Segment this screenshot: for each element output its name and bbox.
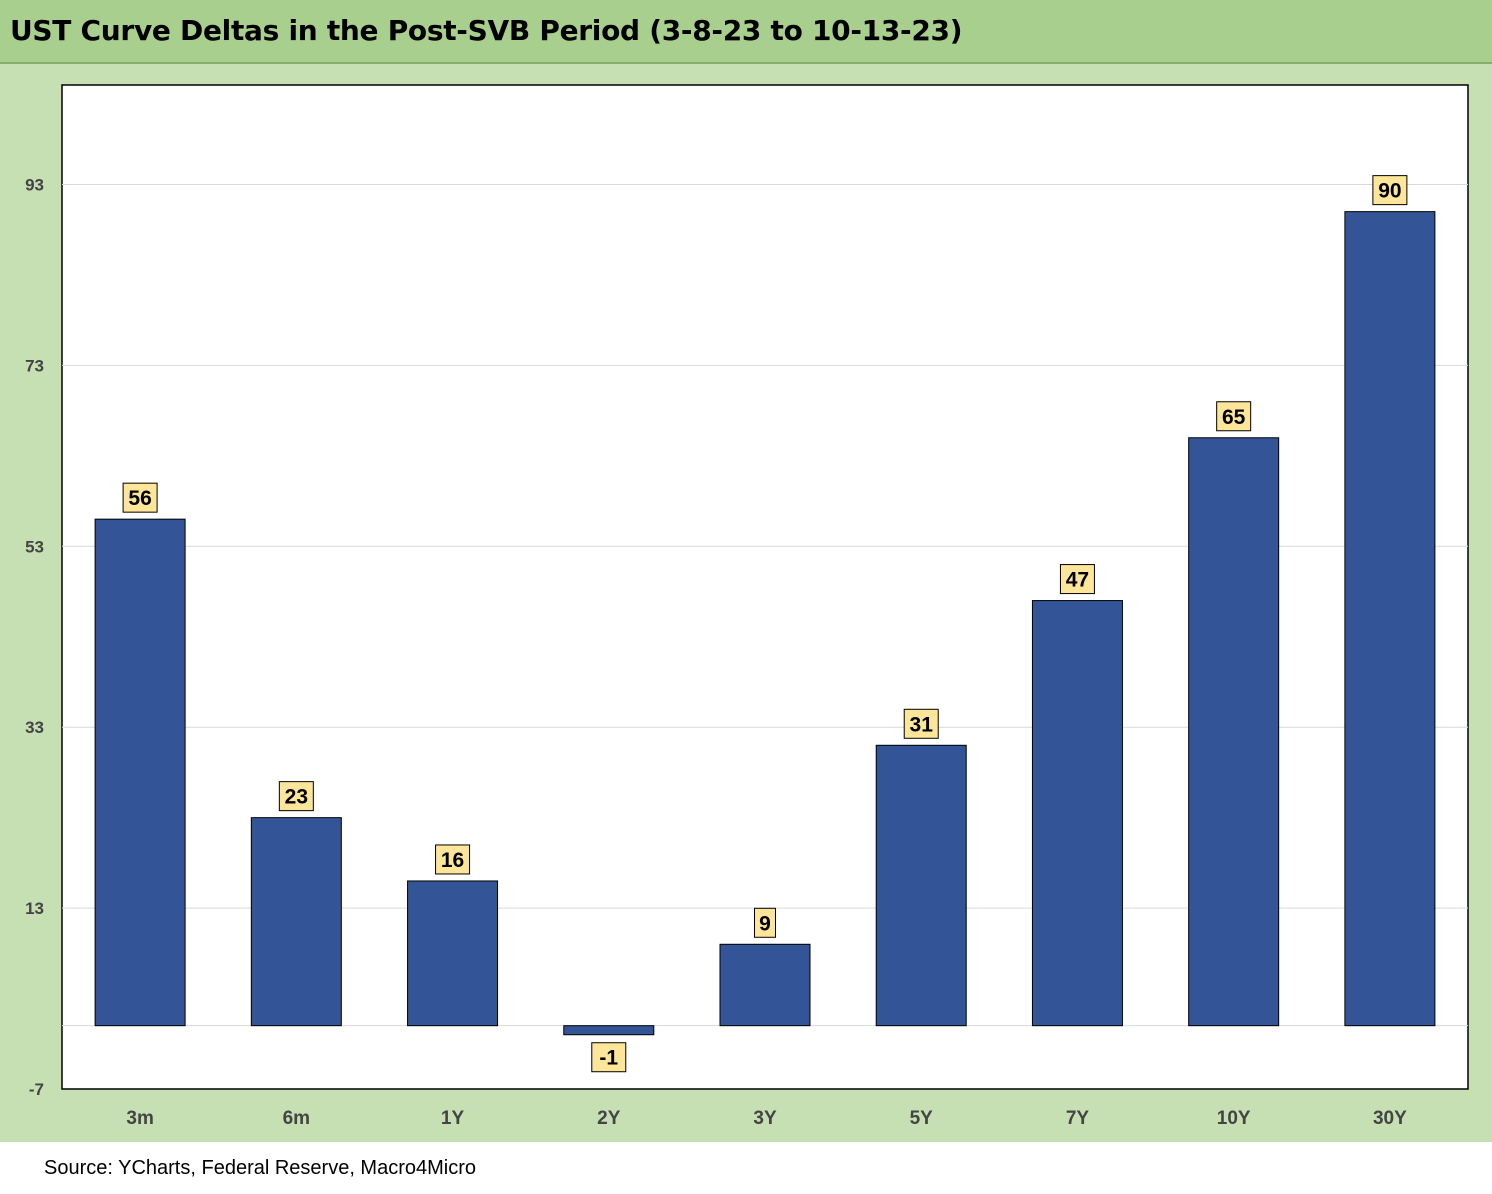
y-tick-label: 13: [25, 899, 44, 918]
bar: [407, 880, 499, 1027]
y-tick-label: 33: [25, 718, 44, 737]
x-tick-label: 30Y: [1373, 1108, 1407, 1129]
x-tick-label: 3Y: [753, 1108, 777, 1129]
data-label-box: [278, 781, 314, 812]
data-label: 9: [759, 912, 771, 935]
data-label: 16: [441, 849, 464, 872]
x-tick-label: 6m: [283, 1108, 310, 1129]
bar: [719, 943, 811, 1027]
x-tick-label: 3m: [126, 1108, 153, 1129]
y-tick-label: 53: [25, 537, 44, 556]
x-tick-label: 5Y: [910, 1108, 934, 1129]
data-label-box: [122, 482, 158, 513]
bar: [875, 744, 967, 1027]
data-label-box: [754, 907, 776, 938]
y-tick-label: -7: [29, 1080, 44, 1099]
bar: [250, 817, 342, 1027]
data-label-box: [591, 1042, 627, 1073]
bar: [563, 1025, 655, 1036]
data-label: 31: [910, 713, 934, 736]
bar: [1344, 211, 1436, 1027]
data-label-box: [1372, 175, 1408, 206]
data-label: 47: [1066, 569, 1089, 592]
data-label: -1: [599, 1047, 618, 1070]
chart-title: UST Curve Deltas in the Post-SVB Period …: [10, 14, 963, 47]
x-tick-label: 7Y: [1066, 1108, 1090, 1129]
data-label: 65: [1222, 406, 1246, 429]
data-label-box: [903, 708, 939, 739]
data-label-box: [1216, 401, 1252, 432]
x-tick-label: 10Y: [1217, 1108, 1251, 1129]
x-tick-label: 1Y: [441, 1108, 465, 1129]
data-label: 90: [1378, 180, 1401, 203]
data-label: 23: [285, 786, 308, 809]
y-tick-label: 93: [25, 175, 44, 194]
bar: [1188, 437, 1280, 1027]
title-bar: UST Curve Deltas in the Post-SVB Period …: [0, 0, 1492, 64]
data-label: 56: [128, 487, 151, 510]
x-tick-label: 2Y: [597, 1108, 621, 1129]
y-tick-label: 73: [25, 356, 44, 375]
bar: [94, 518, 186, 1027]
bar: [1031, 600, 1123, 1027]
source-note: Source: YCharts, Federal Reserve, Macro4…: [44, 1157, 477, 1179]
data-label-box: [435, 844, 471, 875]
data-label-box: [1059, 564, 1095, 595]
